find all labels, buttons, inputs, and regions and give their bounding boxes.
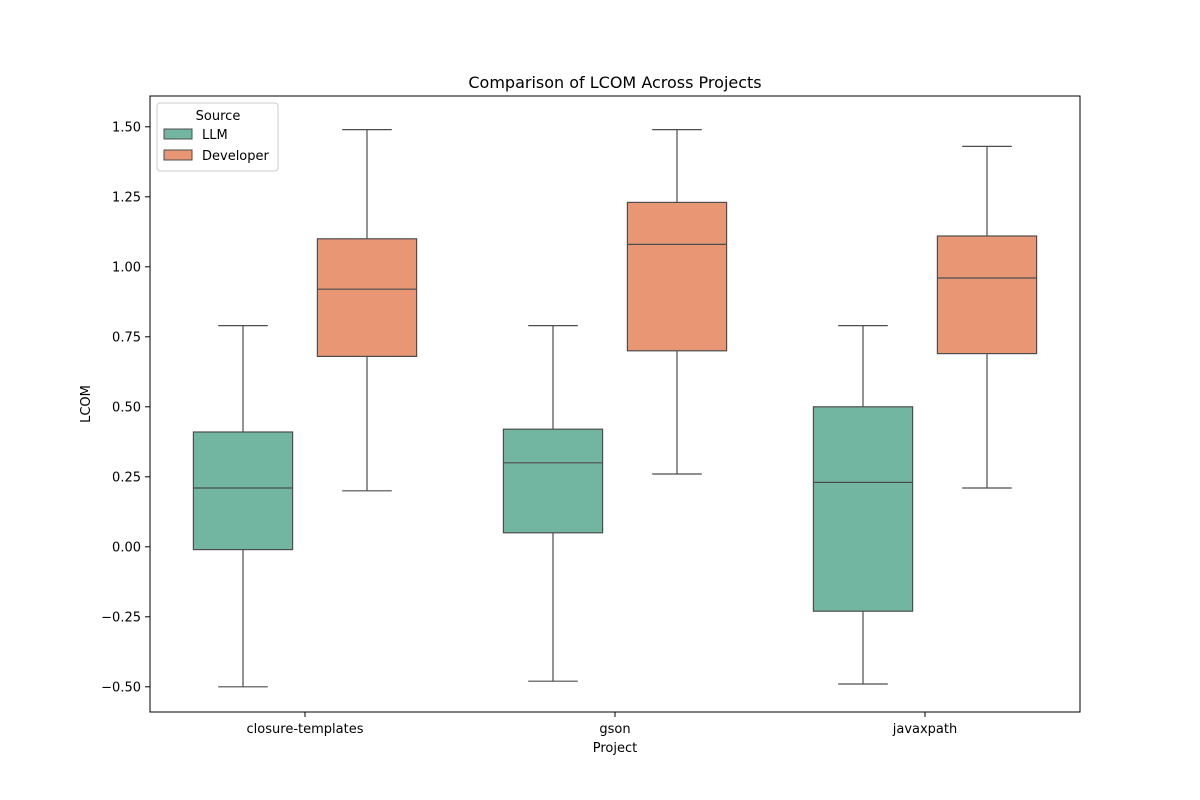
y-tick-label: 1.50 xyxy=(112,120,141,135)
x-tick-label: closure-templates xyxy=(247,722,364,737)
x-axis-title: Project xyxy=(593,741,637,756)
legend-swatch-llm xyxy=(163,128,193,140)
plot-frame xyxy=(149,95,1081,713)
y-tick-label: 0.50 xyxy=(112,400,141,415)
legend: Source LLM Developer xyxy=(156,102,279,172)
box-iqr xyxy=(316,238,418,358)
box-iqr xyxy=(812,406,914,612)
chart-title: Comparison of LCOM Across Projects xyxy=(468,73,761,92)
box-developer-closure-templates xyxy=(316,129,418,492)
box-llm-javaxpath xyxy=(812,325,914,685)
y-tick-label: 0.25 xyxy=(112,470,141,485)
y-axis-title: LCOM xyxy=(79,385,94,423)
box-iqr xyxy=(192,431,294,551)
x-tick-label: gson xyxy=(599,722,630,737)
legend-title: Source xyxy=(196,109,241,124)
legend-label-llm: LLM xyxy=(202,128,228,143)
y-tick-label: 1.00 xyxy=(112,260,141,275)
legend-swatch-developer xyxy=(163,149,193,161)
y-tick-label: 1.25 xyxy=(112,190,141,205)
box-iqr xyxy=(502,428,604,534)
y-axis: −0.50 −0.25 0.00 0.25 0.50 0.75 1.00 1.25 1.50 xyxy=(101,120,150,695)
y-tick-label: −0.50 xyxy=(101,680,141,695)
box-llm-gson xyxy=(502,325,604,682)
y-tick-label: 0.00 xyxy=(112,540,141,555)
boxes-layer xyxy=(192,129,1038,688)
x-axis: closure-templates gson javaxpath xyxy=(247,712,958,737)
legend-label-developer: Developer xyxy=(202,149,270,164)
box-iqr xyxy=(936,235,1038,355)
box-iqr xyxy=(626,201,728,352)
box-developer-gson xyxy=(626,129,728,475)
box-llm-closure-templates xyxy=(192,325,294,688)
box-developer-javaxpath xyxy=(936,145,1038,489)
y-tick-label: −0.25 xyxy=(101,610,141,625)
y-tick-label: 0.75 xyxy=(112,330,141,345)
x-tick-label: javaxpath xyxy=(892,722,958,737)
